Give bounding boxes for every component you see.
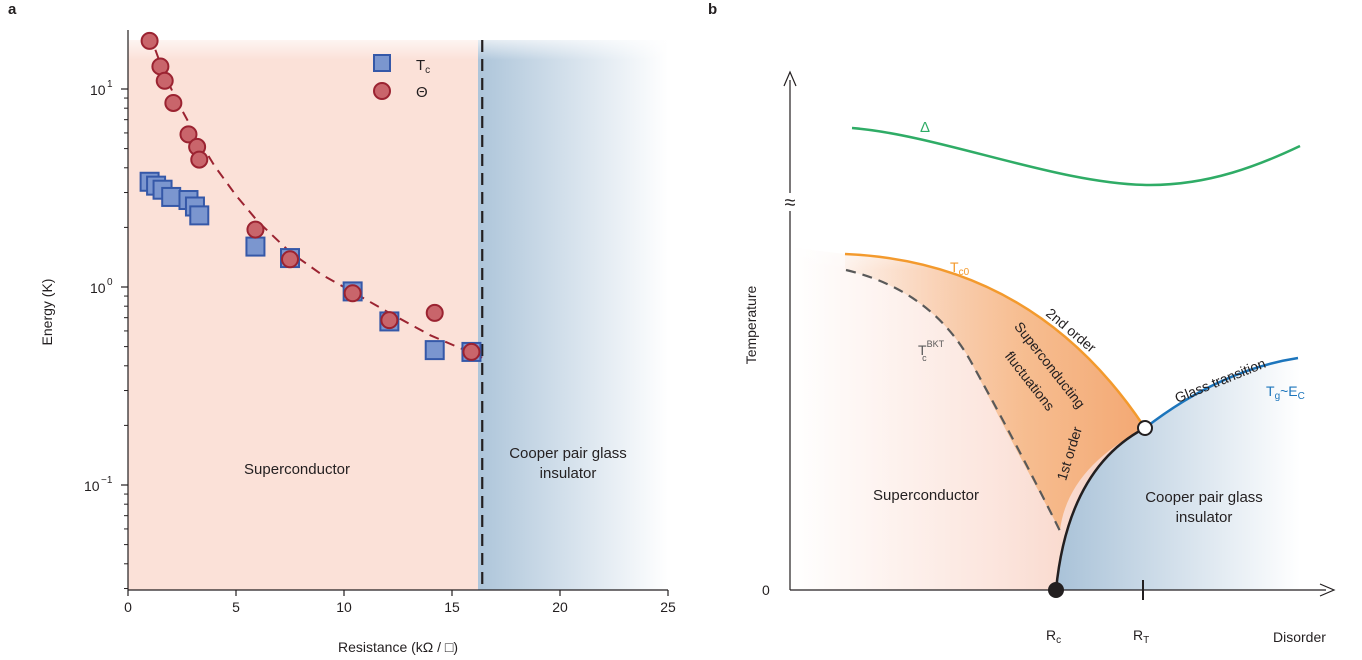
insulator-label-b-line1: Cooper pair glass [1145,489,1263,506]
tc-data-point [424,340,445,361]
axis-break-gap [782,193,798,211]
x-tick-label: 15 [444,599,460,615]
panel-a: a 0 5 10 15 20 25 10 1 10 0 10 [8,1,676,655]
fluctuation-region [845,254,1145,530]
x-tick-label: 20 [552,599,568,615]
tg-label: Tg~EC [1266,383,1305,402]
insulator-label-a-line1: Cooper pair glass [509,445,627,462]
first-order-boundary [1054,426,1146,591]
theta-data-point [380,311,399,330]
tc0-label: Tc0 [950,259,970,278]
svg-text:10: 10 [90,280,106,296]
x-tick-label: 25 [660,599,676,615]
tc-data-point [189,205,210,226]
theta-data-point [190,150,209,169]
y-axis-label-a: Energy (K) [39,279,55,346]
legend-theta-marker [373,82,391,100]
x-axis-label-a: Resistance (kΩ / □) [338,639,458,655]
axis-break-mark: ≈ [785,192,796,214]
tc0-curve [844,252,1147,429]
superconductor-region [128,40,478,590]
theta-data-point [140,31,159,50]
insulator-region-b [1056,358,1300,590]
theta-data-point [462,342,481,361]
legend-tc-marker [373,54,391,72]
zero-label: 0 [762,582,770,598]
top-fade [128,30,668,60]
theta-data-point [155,71,174,90]
insulator-label-a-line2: insulator [540,465,597,482]
superconductor-label-b: Superconductor [873,487,979,504]
delta-label: Δ [920,119,930,136]
glass-transition-curve [1144,356,1299,429]
axis-ticks-a [121,88,669,596]
tbkt-curve [845,268,1063,536]
panel-b-letter: b [708,1,717,18]
disorder-axis-arrow [1319,583,1336,597]
tc-data-point [245,236,266,257]
svg-text:1: 1 [107,79,113,90]
disorder-label: Disorder [1273,629,1326,645]
panel-a-letter: a [8,1,17,18]
top-fade-b [790,240,1310,270]
theta-data-point [164,93,183,112]
delta-curve [851,126,1301,187]
theta-data-point [246,220,265,239]
rt-label: RT [1133,627,1149,646]
svg-text:10: 10 [90,82,106,98]
rc-label: Rc [1046,627,1061,646]
temperature-axis-arrow [783,70,797,87]
x-tick-label: 10 [336,599,352,615]
theta-data-point [179,125,198,144]
theta-series [140,31,481,361]
theta-data-point [343,284,362,303]
superconductor-label-a: Superconductor [244,461,350,478]
y-tick-label-10-1: 10 1 [90,79,113,98]
tricritical-point [1137,420,1153,436]
y-tick-label-10-0: 10 0 [90,277,113,296]
x-tick-label: 5 [232,599,240,615]
temperature-label: Temperature [743,285,759,364]
legend-tc-label: Tc [416,57,430,76]
insulator-region [478,40,668,590]
svg-text:−1: −1 [101,475,113,486]
legend-a: Tc Θ [373,54,430,101]
tc-data-point [161,186,182,207]
theta-data-point [425,303,444,322]
tbkt-label: TBKT c [918,339,945,363]
x-tick-label: 0 [124,599,132,615]
theta-data-point [281,250,299,269]
rc-point [1048,582,1064,598]
svg-text:10: 10 [84,478,100,494]
svg-text:0: 0 [107,277,113,288]
panel-b: b ≈ Δ Tc0 TBKT c Temperature Dis [708,1,1336,646]
y-tick-label-10-minus1: 10 −1 [84,475,113,494]
insulator-label-b-line2: insulator [1176,509,1233,526]
legend-theta-label: Θ [416,84,428,101]
